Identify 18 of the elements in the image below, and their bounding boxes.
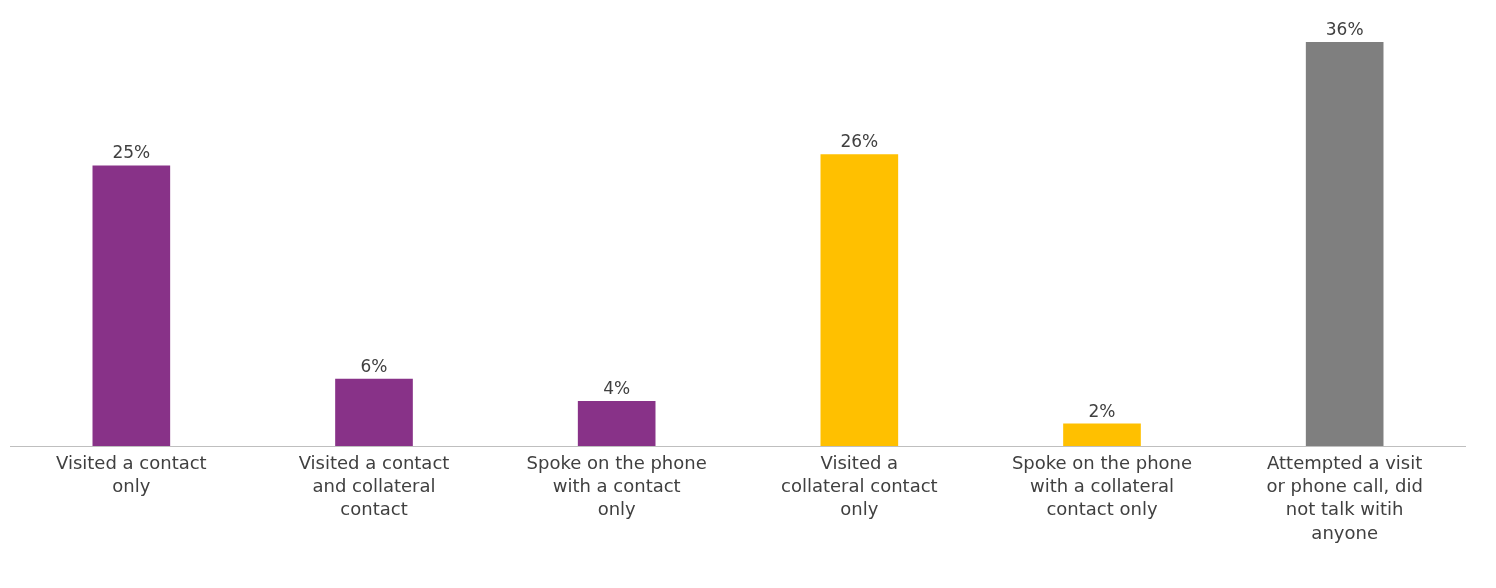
x-tick-label: Attempted a visit or phone call, did not talk witih anyone — [1266, 451, 1423, 543]
bar — [92, 165, 171, 446]
data-label: 25% — [112, 142, 151, 163]
x-tick-label: Visited a contact and collateral contact — [298, 451, 450, 520]
bar — [1305, 42, 1384, 446]
data-label: 6% — [360, 355, 388, 376]
x-tick-label: Spoke on the phone with a collateral contact only — [1011, 451, 1193, 520]
bar — [820, 154, 899, 446]
data-label: 36% — [1325, 19, 1364, 39]
data-label: 2% — [1088, 400, 1116, 421]
bar — [577, 401, 656, 446]
bar — [1063, 423, 1141, 446]
bar — [335, 378, 413, 446]
data-label: 4% — [603, 378, 631, 399]
x-tick-label: Visited a collateral contact only — [781, 451, 938, 520]
data-label: 26% — [840, 131, 879, 152]
x-tick-label: Spoke on the phone with a contact only — [526, 451, 707, 520]
x-tick-label: Visited a contact only — [55, 451, 207, 496]
